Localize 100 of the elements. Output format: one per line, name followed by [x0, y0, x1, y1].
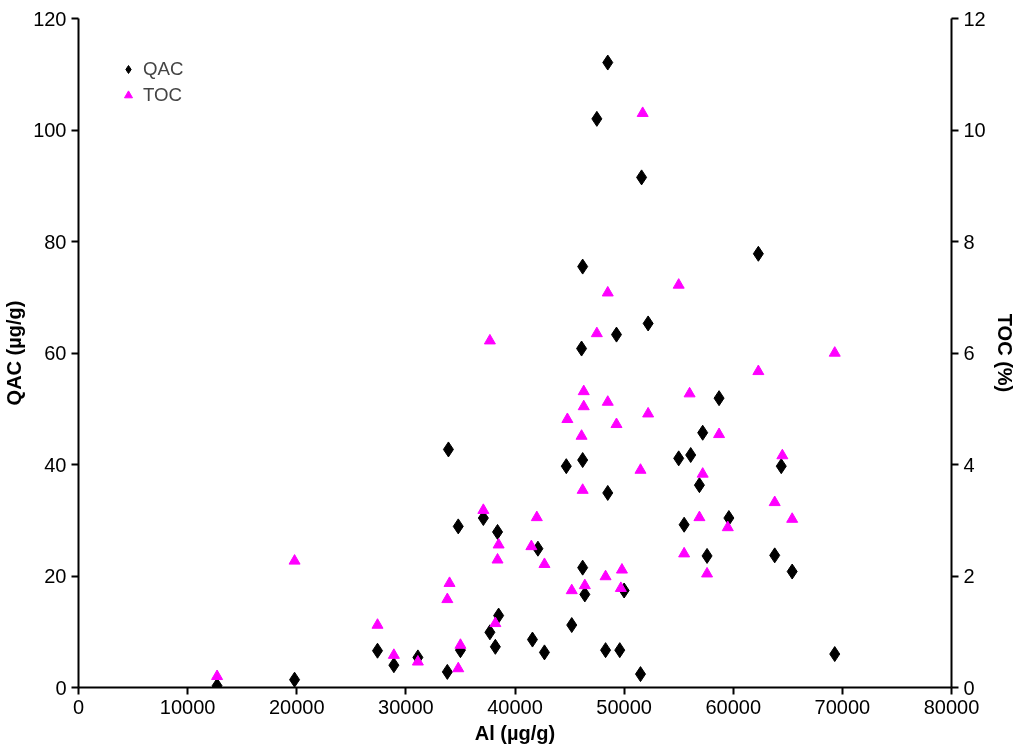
point: [577, 452, 589, 469]
y2-tick-label: 2: [963, 565, 975, 587]
point: [601, 395, 614, 406]
point: [602, 54, 614, 71]
point: [388, 657, 400, 674]
y-tick-label: 40: [44, 453, 67, 476]
point: [483, 333, 496, 345]
point: [371, 618, 384, 629]
point: [411, 655, 424, 666]
point: [610, 326, 622, 343]
point: [673, 450, 685, 467]
point: [565, 583, 578, 595]
point: [701, 547, 713, 564]
y2-tick-label: 6: [963, 342, 975, 364]
point: [452, 661, 465, 673]
point: [634, 463, 647, 474]
point: [752, 364, 765, 376]
point: [600, 642, 612, 659]
point: [577, 384, 590, 396]
x-tick-label: 30000: [378, 695, 434, 718]
point: [576, 483, 589, 494]
point: [289, 671, 301, 688]
point: [693, 510, 706, 522]
x-tick-label: 60000: [705, 695, 762, 718]
point: [642, 315, 654, 332]
point: [579, 586, 591, 603]
point: [525, 539, 538, 551]
point: [530, 510, 543, 522]
point: [538, 644, 550, 661]
legend-label: TOC: [143, 84, 183, 106]
point: [452, 518, 464, 535]
point: [489, 638, 501, 655]
point: [577, 399, 590, 411]
point: [538, 557, 551, 568]
point: [578, 578, 591, 590]
point: [566, 617, 578, 634]
y2-tick-label: 10: [963, 119, 986, 141]
point: [443, 576, 456, 587]
point: [752, 245, 764, 262]
point: [683, 386, 696, 398]
point: [713, 390, 725, 407]
point: [491, 552, 504, 564]
point: [575, 429, 588, 440]
point: [493, 607, 505, 624]
point: [492, 523, 504, 540]
x-tick-label: 50000: [596, 695, 652, 718]
point: [678, 546, 691, 558]
legend-label: QAC: [143, 58, 184, 80]
point: [577, 258, 589, 275]
point: [721, 520, 734, 532]
x-tick-label: 20000: [268, 695, 325, 718]
y2-tick-label: 8: [963, 230, 975, 253]
point: [387, 648, 400, 659]
point: [615, 563, 628, 574]
point: [776, 448, 789, 460]
point: [636, 106, 649, 117]
point: [693, 477, 705, 494]
point: [561, 412, 574, 424]
point: [614, 581, 627, 592]
x-tick-label: 0: [72, 695, 85, 718]
x-tick-label: 70000: [814, 695, 871, 718]
point: [211, 669, 224, 681]
point: [634, 666, 646, 683]
point: [591, 110, 603, 127]
point: [829, 646, 841, 663]
point: [489, 616, 502, 628]
point: [696, 467, 709, 478]
y-tick-label: 0: [55, 676, 67, 699]
point: [454, 638, 467, 649]
point: [697, 424, 709, 441]
point: [576, 340, 588, 357]
y2-tick-label: 4: [963, 453, 975, 476]
y-tick-label: 80: [44, 230, 67, 253]
point: [288, 554, 301, 565]
x-tick-label: 10000: [159, 695, 216, 718]
point: [601, 285, 614, 297]
point: [492, 537, 505, 549]
point: [590, 326, 603, 338]
y-tick-label: 60: [44, 342, 67, 364]
point: [526, 631, 538, 648]
y-tick-label: 20: [44, 565, 67, 587]
y-axis-title: QAC (µg/g): [3, 300, 26, 406]
x-tick-label: 40000: [487, 695, 543, 718]
point: [441, 592, 454, 604]
point: [775, 458, 787, 475]
point: [678, 516, 690, 533]
point: [828, 346, 841, 357]
point: [610, 417, 623, 429]
point: [602, 484, 614, 501]
x-axis-title: Al (µg/g): [474, 721, 556, 744]
point: [614, 642, 626, 659]
point: [560, 458, 572, 475]
point: [599, 569, 612, 581]
point: [577, 559, 589, 576]
point: [768, 495, 781, 507]
point: [441, 663, 453, 680]
point: [642, 406, 655, 418]
y-tick-label: 100: [33, 119, 67, 141]
point: [786, 563, 798, 580]
point: [477, 503, 490, 514]
